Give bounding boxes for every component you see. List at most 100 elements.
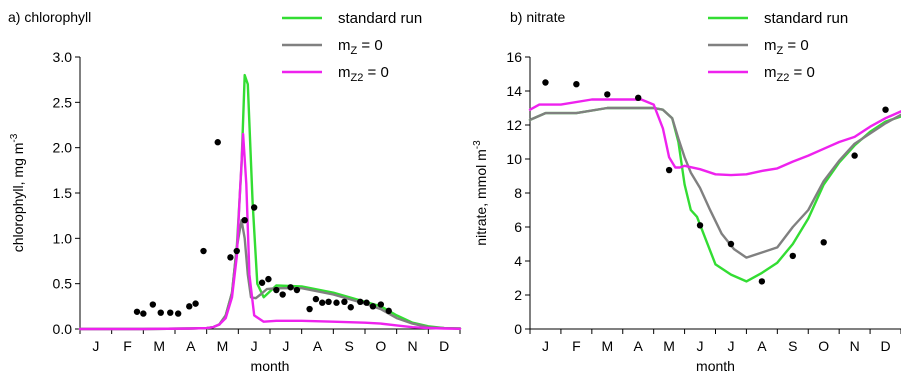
y-axis-label-superscript: -3	[472, 140, 483, 149]
observation-point	[306, 305, 313, 313]
legend-label: mZ2 = 0	[764, 64, 815, 84]
observation-point	[287, 284, 294, 291]
y-tick-label: 3.0	[53, 49, 73, 65]
legend-label-rest: = 0	[357, 37, 382, 54]
observation-point	[258, 279, 266, 286]
x-tick-label: D	[880, 338, 890, 354]
legend-label-main: m	[338, 37, 351, 54]
observation-point	[357, 298, 364, 305]
observation-point	[140, 310, 147, 317]
legend-label-rest: = 0	[363, 64, 388, 81]
x-tick-label: J	[92, 338, 99, 354]
legend-label-main: standard run	[338, 10, 422, 27]
x-axis-label: month	[251, 358, 290, 374]
series-line-2	[528, 106, 901, 259]
y-tick-label: 10	[506, 151, 522, 167]
y-tick-label: 0.5	[53, 276, 73, 292]
x-tick-label: J	[251, 338, 258, 354]
x-tick-label: M	[153, 338, 165, 354]
series-line-1	[78, 73, 462, 331]
y-axis-label: chlorophyll, mg m-3	[9, 133, 26, 252]
legend-label-rest: = 0	[789, 64, 814, 81]
legend-label: mZ2 = 0	[338, 64, 389, 84]
series-line-1	[528, 106, 901, 283]
x-tick-label: J	[697, 338, 704, 354]
panel-b-nitrate: b) nitrate 0 2 4 6 8 10 12 14 16 J F M A M J J A S O N Dmonth…	[472, 9, 901, 374]
x-tick-label: N	[407, 338, 417, 354]
y-tick-label: 16	[506, 49, 522, 65]
y-tick-label: 8	[514, 185, 522, 201]
x-axis-label: month	[696, 358, 735, 374]
observation-point	[385, 307, 392, 315]
y-axis-label: nitrate, mmol m-3	[472, 140, 489, 246]
y-tick-label: 1.5	[53, 185, 73, 201]
y-tick-label: 2.0	[53, 140, 73, 156]
legend-label-main: m	[338, 64, 351, 81]
x-tick-label: J	[542, 338, 549, 354]
observation-point	[882, 106, 889, 113]
observation-point	[273, 286, 280, 294]
x-tick-label: A	[634, 338, 644, 354]
x-tick-label: M	[217, 338, 229, 354]
x-tick-label: O	[375, 338, 386, 354]
legend-label: standard run	[764, 10, 848, 27]
x-tick-label: S	[788, 338, 797, 354]
y-tick-label: 14	[506, 83, 522, 99]
x-tick-label: J	[282, 338, 289, 354]
legend-label-main: standard run	[764, 10, 848, 27]
x-tick-label: S	[344, 338, 353, 354]
y-tick-label: 6	[514, 219, 522, 235]
y-tick-label: 1.0	[53, 230, 73, 246]
series-line-3	[78, 132, 462, 331]
legend-label-main: m	[764, 37, 777, 54]
x-tick-label: A	[186, 338, 196, 354]
observation-point	[293, 286, 301, 294]
observation-point	[363, 299, 370, 306]
y-tick-label: 0.0	[53, 321, 73, 337]
observation-point	[279, 291, 286, 298]
y-tick-label: 0	[514, 321, 522, 337]
observation-point	[758, 278, 766, 285]
panel-title: a) chlorophyll	[8, 9, 91, 25]
x-tick-label: D	[439, 338, 449, 354]
observation-point	[265, 275, 272, 283]
observation-point	[312, 295, 320, 303]
x-tick-label: M	[601, 338, 613, 354]
y-tick-label: 2.5	[53, 94, 73, 110]
y-axis-label-superscript: -3	[9, 133, 20, 142]
x-tick-label: M	[663, 338, 675, 354]
observation-point	[341, 298, 348, 305]
observation-point	[635, 94, 642, 102]
observation-point	[157, 309, 164, 316]
y-tick-label: 2	[514, 287, 522, 303]
observation-point	[851, 152, 858, 159]
legend-label-main: m	[764, 64, 777, 81]
observation-point	[347, 304, 354, 311]
x-tick-label: A	[757, 338, 767, 354]
legend-label-subscript: Z2	[351, 72, 364, 84]
legend-label-rest: = 0	[783, 37, 808, 54]
observation-point	[186, 303, 193, 310]
y-tick-label: 4	[514, 253, 522, 269]
panel-a-chlorophyll: a) chlorophyll 0.0 0.5 1.0 1.5 2.0 2.5 3.0 J F M A M…	[8, 9, 462, 374]
x-tick-label: F	[572, 338, 581, 354]
observation-point	[604, 91, 611, 98]
observation-point	[241, 217, 248, 224]
observation-point	[174, 310, 182, 317]
observation-point	[214, 139, 221, 146]
observation-point	[696, 222, 704, 229]
x-tick-label: O	[818, 338, 829, 354]
observation-point	[192, 300, 199, 307]
observation-point	[227, 254, 234, 261]
x-tick-label: J	[727, 338, 734, 354]
observation-point	[369, 303, 377, 310]
legend-label-subscript: Z	[351, 45, 358, 57]
observation-point	[573, 81, 580, 88]
observation-point	[325, 298, 332, 305]
observation-point	[727, 240, 735, 248]
observation-point	[665, 166, 673, 174]
x-tick-label: F	[123, 338, 132, 354]
series-line-3	[528, 98, 901, 177]
observation-point	[149, 301, 157, 308]
